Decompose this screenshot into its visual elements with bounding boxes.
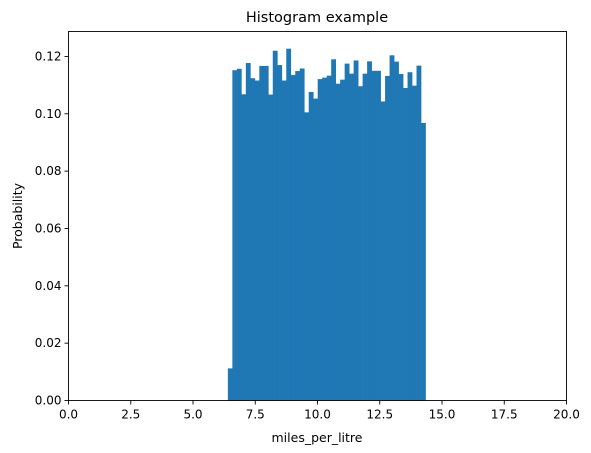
- x-tick-label: 5.0: [183, 408, 202, 422]
- histogram-bar: [394, 61, 399, 401]
- x-tick-label: 20.0: [553, 408, 580, 422]
- y-tick-label: 0.02: [35, 336, 62, 350]
- histogram-bar: [281, 80, 287, 401]
- y-tick-label: 0.08: [35, 164, 62, 178]
- y-tick-label: 0.00: [35, 394, 62, 408]
- histogram-bar: [344, 63, 350, 401]
- histogram-bar: [367, 61, 372, 401]
- histogram-bar: [245, 63, 251, 401]
- histogram-bar: [335, 83, 341, 401]
- histogram-bar: [286, 48, 292, 401]
- x-tick-label: 7.5: [246, 408, 265, 422]
- histogram-bar: [362, 73, 368, 401]
- histogram-bar: [250, 78, 256, 401]
- x-tick-label: 12.5: [366, 408, 393, 422]
- histogram-bar: [263, 65, 269, 401]
- histogram-bar: [349, 73, 354, 401]
- histogram-bar: [340, 79, 346, 401]
- y-axis-label: Probability: [10, 182, 25, 249]
- histogram-bar: [241, 94, 247, 401]
- histogram-bar: [412, 85, 417, 401]
- y-axis: 0.00 0.02 0.04 0.06 0.08 0.10 0.12: [35, 49, 69, 408]
- y-tick-label: 0.10: [35, 107, 62, 121]
- histogram-bar: [308, 91, 314, 401]
- y-tick-label: 0.12: [35, 49, 62, 63]
- histogram-bar: [227, 368, 233, 401]
- histogram-bar: [290, 75, 296, 401]
- x-tick-label: 15.0: [429, 408, 456, 422]
- histogram-bar: [385, 75, 390, 401]
- histogram-bar: [304, 112, 310, 401]
- histogram-bar: [326, 75, 332, 401]
- histogram-bar: [331, 59, 337, 401]
- y-tick-label: 0.04: [35, 279, 62, 293]
- x-tick-label: 10.0: [304, 408, 331, 422]
- x-tick-label: 0.0: [59, 408, 78, 422]
- bars: [227, 48, 426, 401]
- histogram-bar: [403, 87, 408, 401]
- histogram-bar: [376, 70, 381, 401]
- y-tick-label: 0.06: [35, 221, 62, 235]
- histogram-bar: [272, 50, 278, 401]
- histogram-bar: [313, 98, 319, 401]
- histogram-bar: [254, 80, 260, 401]
- histogram-bar: [353, 60, 359, 401]
- histogram-bar: [371, 70, 377, 401]
- histogram-bar: [398, 73, 404, 401]
- histogram-bar: [322, 77, 328, 401]
- histogram-bar: [268, 94, 274, 401]
- histogram-bar: [295, 71, 301, 401]
- histogram-bar: [380, 101, 386, 401]
- x-axis: 0.0 2.5 5.0 7.5 10.0 12.5 15.0 17.5 20.0: [59, 400, 580, 422]
- histogram-bar: [232, 70, 238, 401]
- chart-title: Histogram example: [246, 10, 388, 26]
- x-tick-label: 17.5: [491, 408, 518, 422]
- histogram-bar: [299, 68, 305, 401]
- histogram-bar: [259, 65, 265, 401]
- histogram-bar: [416, 65, 422, 401]
- histogram-bar: [358, 86, 363, 401]
- histogram-bar: [236, 68, 242, 401]
- histogram-bar: [407, 72, 413, 401]
- histogram-bar: [277, 65, 283, 401]
- histogram-bar: [389, 55, 395, 401]
- x-tick-label: 2.5: [121, 408, 140, 422]
- histogram-bar: [421, 122, 426, 401]
- histogram-bar: [317, 79, 323, 401]
- x-axis-label: miles_per_litre: [272, 430, 363, 445]
